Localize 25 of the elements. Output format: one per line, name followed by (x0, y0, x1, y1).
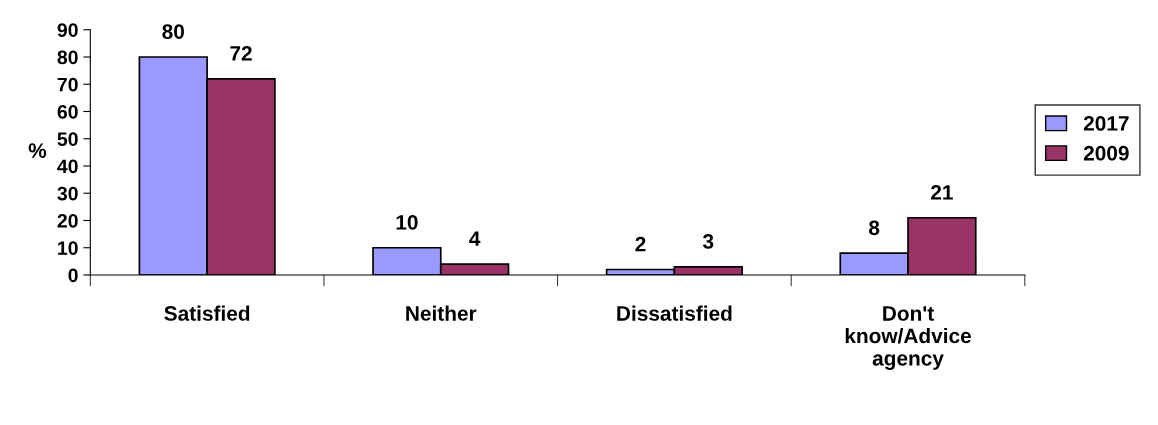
legend-label: 2009 (1083, 145, 1129, 161)
data-label: 10 (396, 214, 418, 230)
y-tick-label: 60 (57, 104, 78, 119)
y-tick-label: 20 (57, 213, 78, 228)
y-tick-label: 30 (57, 186, 78, 201)
x-tick-label: Don't know/Advice agency (845, 306, 971, 370)
data-label: 2 (635, 236, 646, 252)
data-label: 8 (869, 220, 880, 236)
y-tick-label: 10 (58, 241, 78, 255)
y-tick-label: 50 (57, 132, 78, 146)
y-tick-label: 0 (68, 268, 78, 283)
x-tick-label: Neither (406, 305, 477, 321)
y-tick-label: 80 (57, 50, 78, 65)
data-label: 4 (469, 231, 481, 246)
legend-label: 2017 (1083, 116, 1129, 131)
x-tick-label: Satisfied (164, 305, 250, 321)
data-label: 3 (702, 234, 714, 249)
data-label: 21 (931, 185, 953, 200)
data-label: 80 (162, 24, 184, 39)
y-tick-label: 70 (57, 77, 78, 92)
y-axis-title: % (28, 143, 47, 158)
y-tick-label: 90 (57, 23, 78, 37)
data-label: 72 (230, 46, 252, 61)
x-tick-label: Dissatisfied (617, 305, 732, 321)
y-tick-label: 40 (57, 159, 78, 174)
